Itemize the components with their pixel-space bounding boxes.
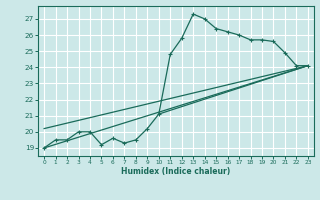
X-axis label: Humidex (Indice chaleur): Humidex (Indice chaleur) bbox=[121, 167, 231, 176]
